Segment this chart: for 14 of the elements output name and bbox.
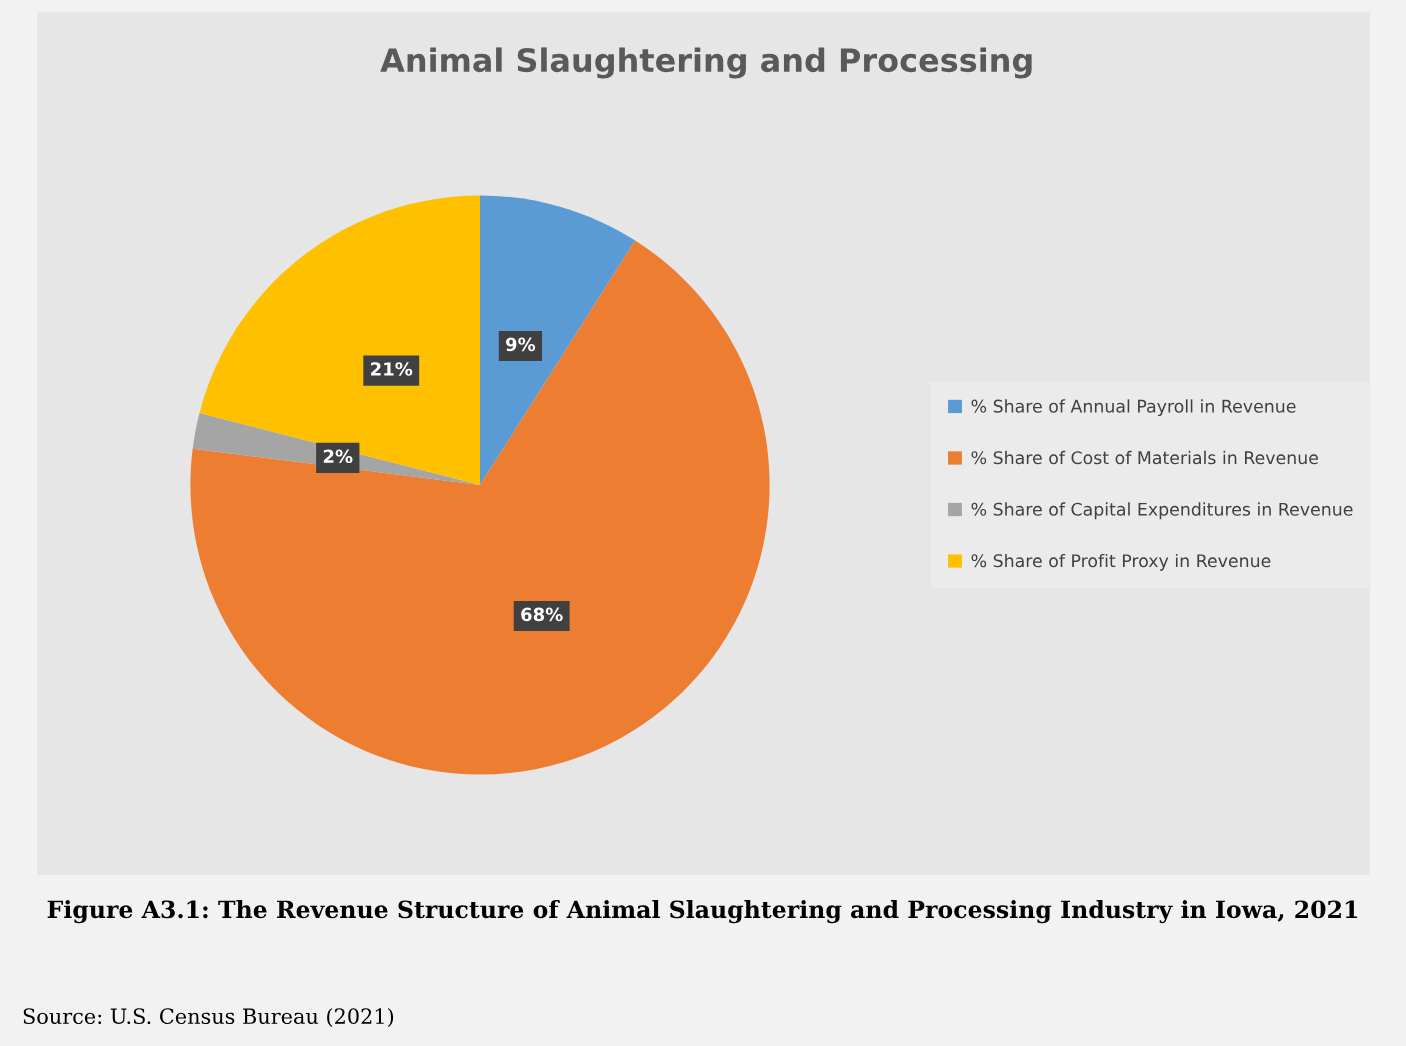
caption: Figure A3.1: The Revenue Structure of Animal Slaughtering and Processing Industry in Iowa, 2021 bbox=[47, 900, 1358, 924]
legend-label: % Share of Cost of Materials in Revenue bbox=[971, 450, 1318, 465]
data-label: 2% bbox=[323, 449, 353, 464]
legend-label: % Share of Profit Proxy in Revenue bbox=[971, 553, 1271, 571]
legend-label: % Share of Annual Payroll in Revenue bbox=[971, 399, 1296, 417]
legend-label: % Share of Capital Expenditures in Revenue bbox=[971, 502, 1353, 520]
data-label: 9% bbox=[506, 337, 536, 352]
data-label: 21% bbox=[371, 362, 413, 376]
pie-slice bbox=[480, 195, 636, 485]
data-label: 68% bbox=[521, 607, 563, 622]
pie-slice bbox=[190, 240, 770, 775]
chart-title: Animal Slaughtering and Processing bbox=[380, 47, 1032, 79]
source-note: Source: U.S. Census Bureau (2021) bbox=[23, 1007, 394, 1027]
pie-slice bbox=[199, 195, 480, 485]
